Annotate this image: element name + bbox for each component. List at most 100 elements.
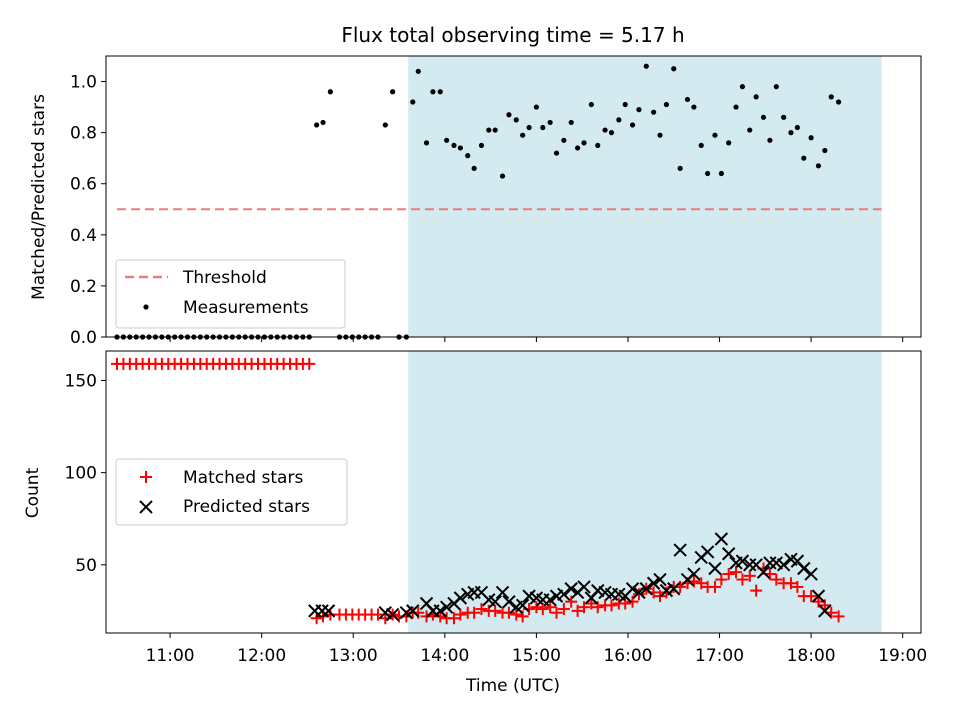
legend-matched-label: Matched stars [183,468,303,488]
measurements-point [520,132,526,138]
predicted-stars-point [735,554,750,568]
predicted-stars-point [564,582,578,596]
matched-stars-point [805,590,818,603]
matched-stars-point [695,577,708,590]
matched-stars-point [447,612,460,625]
matched-stars-point [544,601,557,614]
measurements-point [794,124,800,131]
measurements-point [636,107,642,113]
predicted-stars-point [557,587,571,602]
top-y-axis-label: Matched/Predicted stars [29,94,49,300]
matched-stars-point [832,610,845,623]
bottom-y-axis-label: Count [23,467,43,518]
measurements-point [629,122,636,128]
predicted-stars-point [488,594,502,609]
measurements-point [760,114,767,120]
measurements-point [718,170,724,177]
measurements-point [822,147,828,154]
matched-stars-point [708,580,721,593]
predicted-stars-point [804,567,818,581]
measurements-point [444,137,450,143]
matched-stars-point [770,573,783,586]
predicted-stars-point [756,565,771,579]
predicted-stars-point [406,604,420,618]
predicted-stars-point [439,600,454,614]
measurements-point [437,89,443,95]
measurements-point [808,135,814,141]
measurements-point [705,170,711,177]
matched-stars-point [557,603,570,616]
predicted-stars-point [763,556,777,570]
matched-stars-point [530,601,543,614]
measurements-point [622,101,628,108]
predicted-stars-point [502,594,516,609]
bottom-legend: Matched stars Predicted stars [115,458,348,526]
predicted-stars-point [721,547,736,561]
legend-measurements-label: Measurements [183,298,309,318]
bot-y-tick-label: 100 [65,464,97,484]
matched-stars-point [454,608,467,621]
measurements-point [581,140,587,146]
bot-y-tick-label: 150 [65,371,97,391]
legend-predicted-swatch [139,500,153,514]
measurements-point [726,140,732,146]
measurements-point [753,94,759,100]
predicted-stars-point [495,585,510,600]
measurements-point [767,137,773,143]
measurements-point [684,96,691,103]
measurements-point [314,122,320,128]
measurements-point [327,89,333,95]
predicted-stars-point [818,604,832,618]
legend-matched-swatch [140,471,152,483]
matched-stars-point [578,601,591,614]
measurements-point [815,163,822,169]
matched-stars-point [536,603,549,616]
measurements-point [320,119,326,126]
legend-predicted-label: Predicted stars [183,497,310,517]
matched-stars-point [310,612,323,625]
measurements-point [423,140,430,146]
measurements-point [651,109,657,115]
measurements-point [657,132,663,138]
matched-stars-point [585,597,598,610]
matched-stars-point [371,608,384,621]
measurements-point [513,117,519,123]
predicted-stars-point [385,607,400,622]
measurements-point [781,114,787,120]
measurements-point [430,89,436,95]
measurements-point [457,145,463,151]
measurements-point [478,142,485,149]
matched-stars-point [722,568,735,581]
measurements-point [677,165,683,171]
measurements-point [691,104,697,110]
predicted-stars-point [453,591,468,605]
measurements-point [506,112,512,118]
x-tick-label: 19:00 [878,646,927,666]
matched-stars-point [303,357,316,370]
top-panel: 0.0 0.2 0.4 0.6 0.8 1.0 Matched/Predicted sta… [29,55,922,348]
measurements-point [663,101,670,108]
measurements-point [575,145,581,151]
matched-stars-point [502,606,515,619]
measurements-point [410,99,416,105]
x-tick-label: 17:00 [695,646,744,666]
predicted-stars-point [315,604,329,618]
measurements-point [773,84,779,90]
measurements-point [733,104,739,110]
measurements-point [747,127,753,133]
predicted-stars-point [653,572,667,587]
measurements-point [415,68,421,74]
measurements-point [465,153,471,159]
measurements-point [451,142,457,149]
top-y-tick-label: 1.0 [70,73,97,93]
measurements-point [801,155,807,161]
matched-stars-point [784,577,797,590]
x-tick-label: 14:00 [420,646,469,666]
measurements-point [471,165,477,171]
top-observing-window-region [408,56,882,337]
matched-stars-point [550,606,563,619]
matched-stars-point [791,580,804,593]
measurements-point [739,84,746,90]
predicted-stars-point [639,582,653,596]
measurements-point [540,124,546,131]
